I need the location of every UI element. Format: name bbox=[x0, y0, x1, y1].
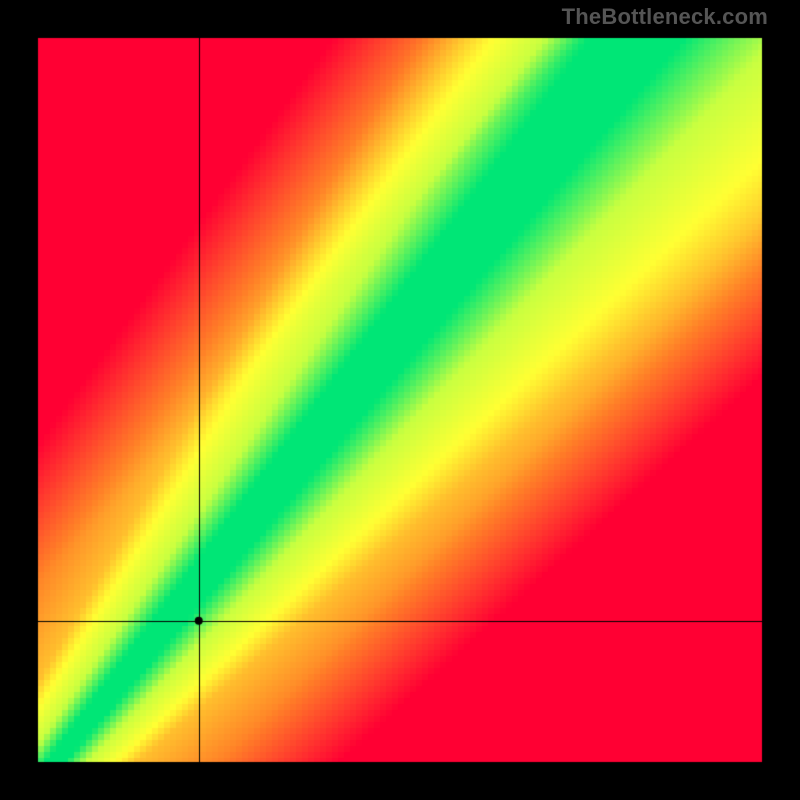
watermark-text: TheBottleneck.com bbox=[562, 4, 768, 30]
chart-container: TheBottleneck.com bbox=[0, 0, 800, 800]
bottleneck-heatmap bbox=[0, 0, 800, 800]
